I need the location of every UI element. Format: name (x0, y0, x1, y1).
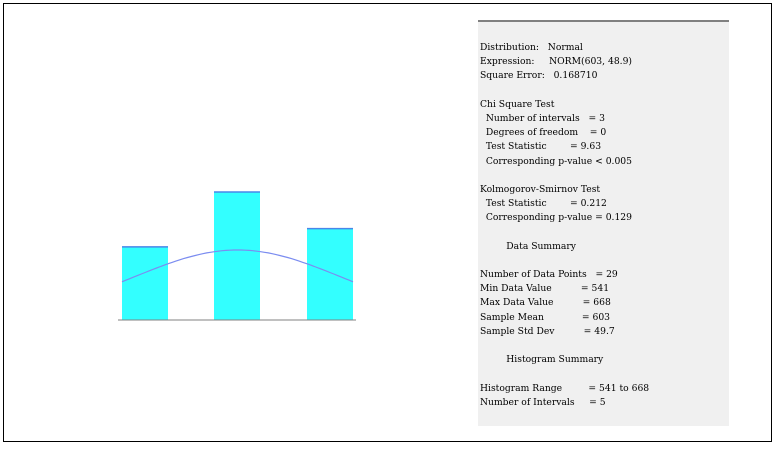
histogram-bar-3 (307, 228, 353, 320)
report-line-23: Histogram Summary (480, 354, 604, 366)
report-line-25: Histogram Range = 541 to 668 (480, 382, 650, 394)
report-line-8: Test Statistic = 9.63 (480, 141, 602, 153)
report-line-24 (480, 367, 729, 381)
report-line-1: Distribution: Normal (480, 42, 583, 53)
report-line-13: Corresponding p-value = 0.129 (480, 212, 632, 224)
fitted-normal-curve (121, 249, 354, 283)
report-line-26: Number of Intervals = 5 (480, 396, 606, 408)
report-line-7: Degrees of freedom = 0 (480, 127, 607, 139)
report-line-21: Sample Std Dev = 49.7 (480, 325, 615, 337)
report-line-19: Max Data Value = 668 (480, 297, 611, 309)
report-line-6: Number of intervals = 3 (480, 112, 605, 124)
histogram-bar-1 (122, 246, 168, 320)
report-line-15: Data Summary (480, 240, 576, 252)
report-line-16 (480, 254, 729, 268)
report-line-10 (480, 169, 729, 183)
fit-report-panel: Distribution: Normal Expression: NORM(60… (478, 20, 729, 426)
window-frame: Distribution: Normal Expression: NORM(60… (3, 3, 772, 442)
histogram-bar-2 (214, 192, 260, 320)
report-line-20: Sample Mean = 603 (480, 311, 611, 323)
report-line-14 (480, 225, 729, 239)
report-line-9: Corresponding p-value < 0.005 (480, 155, 632, 167)
report-line-12: Test Statistic = 0.212 (480, 198, 607, 210)
report-line-3: Square Error: 0.168710 (480, 70, 598, 82)
report-line-4 (480, 84, 729, 98)
report-line-22 (480, 339, 729, 353)
report-line-17: Number of Data Points = 29 (480, 269, 618, 280)
report-line-2: Expression: NORM(603, 48.9) (480, 56, 633, 68)
report-line-18: Min Data Value = 541 (480, 283, 610, 295)
report-line-11: Kolmogorov-Smirnov Test (480, 183, 601, 195)
report-line-5: Chi Square Test (480, 98, 555, 110)
histogram-chart (118, 191, 356, 321)
